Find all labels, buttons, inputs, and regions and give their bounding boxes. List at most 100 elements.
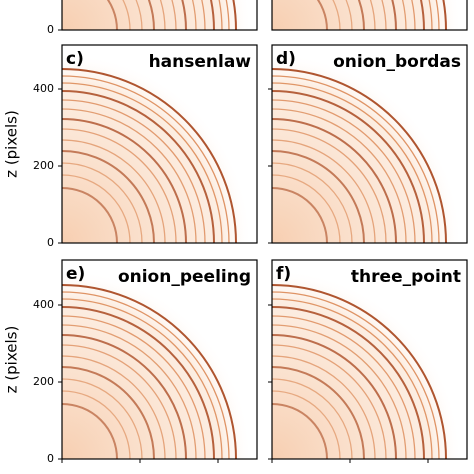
frame bbox=[271, 0, 468, 31]
ring bbox=[272, 128, 387, 243]
ring bbox=[272, 162, 353, 243]
ring bbox=[62, 403, 118, 459]
ring bbox=[62, 187, 118, 243]
ring bbox=[62, 128, 177, 243]
ring bbox=[272, 344, 387, 459]
ring bbox=[62, 334, 187, 459]
ring bbox=[62, 324, 197, 459]
ring bbox=[62, 75, 230, 243]
ring bbox=[272, 99, 416, 243]
ring bbox=[345, 0, 353, 30]
ring bbox=[401, 0, 407, 30]
panel-label: c) bbox=[66, 49, 84, 69]
image bbox=[62, 269, 252, 459]
ring bbox=[272, 306, 425, 459]
y-axis-label: z (pixels) bbox=[3, 326, 21, 394]
panel-title: onion_peeling bbox=[118, 267, 251, 287]
ring bbox=[62, 99, 206, 243]
ring bbox=[62, 344, 177, 459]
panel-title: onion_bordas bbox=[333, 52, 461, 72]
ring bbox=[316, 0, 328, 30]
panel-title: hansenlaw bbox=[149, 52, 252, 72]
ring bbox=[62, 284, 237, 459]
ring bbox=[272, 315, 416, 459]
ring bbox=[62, 68, 237, 243]
ring bbox=[191, 0, 197, 30]
ring bbox=[272, 366, 365, 459]
y-tick-label: 200 bbox=[33, 375, 54, 388]
panel-label: e) bbox=[66, 264, 85, 284]
frame bbox=[271, 259, 468, 460]
image bbox=[272, 269, 462, 459]
ring bbox=[62, 139, 166, 243]
ring bbox=[272, 324, 407, 459]
glow bbox=[272, 0, 462, 30]
ring bbox=[62, 90, 215, 243]
ring bbox=[62, 378, 143, 459]
ring bbox=[62, 306, 215, 459]
panel-label: f) bbox=[276, 264, 291, 284]
ring bbox=[272, 68, 447, 243]
image bbox=[272, 53, 462, 243]
frame bbox=[271, 44, 468, 244]
y-tick-label: 0 bbox=[47, 452, 54, 465]
ring bbox=[147, 0, 155, 30]
ring bbox=[272, 378, 353, 459]
ring bbox=[272, 90, 425, 243]
ring bbox=[181, 0, 187, 30]
ring bbox=[62, 118, 187, 243]
ring bbox=[272, 150, 365, 243]
y-tick-label: 400 bbox=[33, 82, 54, 95]
ring bbox=[62, 315, 206, 459]
ring bbox=[272, 118, 397, 243]
frame bbox=[61, 44, 258, 244]
ring bbox=[332, 0, 341, 30]
y-tick-label: 0 bbox=[47, 236, 54, 249]
ring bbox=[122, 0, 131, 30]
glow bbox=[62, 0, 252, 30]
ring bbox=[272, 174, 341, 243]
ring bbox=[272, 298, 433, 459]
ring bbox=[272, 75, 440, 243]
ring bbox=[272, 82, 433, 243]
ring bbox=[62, 82, 223, 243]
ring bbox=[62, 298, 223, 459]
y-tick-label: 200 bbox=[33, 159, 54, 172]
image bbox=[62, 53, 252, 243]
image bbox=[272, 0, 462, 30]
panel-title: three_point bbox=[351, 267, 461, 287]
frame bbox=[61, 0, 258, 31]
ring bbox=[272, 390, 341, 459]
ring bbox=[171, 0, 177, 30]
ring bbox=[391, 0, 397, 30]
image bbox=[62, 0, 252, 30]
ring bbox=[272, 108, 407, 243]
ring bbox=[272, 187, 328, 243]
ring bbox=[62, 355, 166, 459]
ring bbox=[106, 0, 118, 30]
panel-label: d) bbox=[276, 49, 296, 69]
ring bbox=[62, 174, 131, 243]
y-axis-label: z (pixels) bbox=[3, 110, 21, 178]
y-tick-label: 400 bbox=[33, 298, 54, 311]
ring bbox=[369, 0, 376, 30]
ring bbox=[135, 0, 143, 30]
ring bbox=[272, 334, 397, 459]
ring bbox=[159, 0, 166, 30]
ring bbox=[357, 0, 365, 30]
y-tick-label: 0 bbox=[47, 23, 54, 36]
ring bbox=[62, 162, 143, 243]
ring bbox=[62, 150, 155, 243]
ring bbox=[381, 0, 387, 30]
ring bbox=[272, 284, 447, 459]
ring bbox=[62, 291, 230, 459]
ring bbox=[272, 291, 440, 459]
ring bbox=[62, 108, 197, 243]
ring bbox=[272, 403, 328, 459]
ring bbox=[62, 366, 155, 459]
ring bbox=[272, 139, 376, 243]
frame bbox=[61, 259, 258, 460]
ring bbox=[272, 355, 376, 459]
ring bbox=[62, 390, 131, 459]
